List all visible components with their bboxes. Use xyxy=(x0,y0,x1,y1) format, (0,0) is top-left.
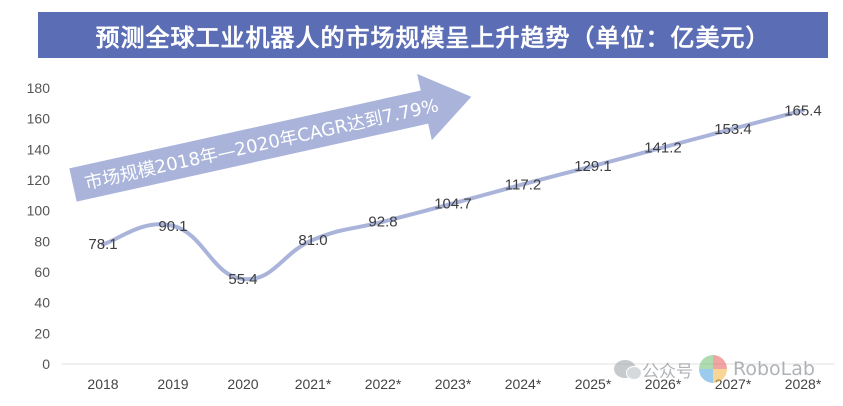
x-tick-label: 2024* xyxy=(505,376,542,392)
data-label: 92.8 xyxy=(368,214,397,231)
cagr-annotation: 市场规模2018年—2020年CAGR达到7.79% xyxy=(83,95,441,194)
data-point xyxy=(241,277,245,282)
robolab-logo-icon xyxy=(699,355,727,383)
y-tick-label: 100 xyxy=(27,203,51,219)
title-banner: 预测全球工业机器人的市场规模呈上升趋势（单位：亿美元） xyxy=(38,12,828,58)
data-point xyxy=(591,164,595,169)
y-tick-label: 40 xyxy=(34,295,50,311)
data-point xyxy=(801,108,805,113)
x-tick-label: 2022* xyxy=(365,376,402,392)
x-tick-label: 2018 xyxy=(87,376,118,392)
data-label: 141.2 xyxy=(644,139,682,156)
data-point xyxy=(661,145,665,150)
data-label: 129.1 xyxy=(574,158,612,175)
x-tick-label: 2019 xyxy=(157,376,188,392)
data-point xyxy=(311,237,315,242)
data-label: 78.1 xyxy=(88,236,117,253)
x-tick-label: 2026* xyxy=(645,376,682,392)
watermark: 公众号 RoboLab xyxy=(614,352,815,386)
x-tick-label: 2023* xyxy=(435,376,472,392)
chart-title: 预测全球工业机器人的市场规模呈上升趋势（单位：亿美元） xyxy=(95,23,771,52)
data-point xyxy=(171,223,175,228)
watermark-label: 公众号 xyxy=(642,361,693,382)
data-point xyxy=(381,219,385,224)
x-tick-label: 2027* xyxy=(715,376,752,392)
watermark-brand: RoboLab xyxy=(733,358,815,380)
data-label: 165.4 xyxy=(784,102,822,119)
y-tick-label: 20 xyxy=(34,325,50,341)
data-point xyxy=(451,201,455,206)
data-point xyxy=(521,182,525,187)
data-label: 55.4 xyxy=(228,271,257,288)
y-tick-label: 160 xyxy=(27,111,51,127)
data-label: 117.2 xyxy=(505,176,541,193)
cagr-arrow: 市场规模2018年—2020年CAGR达到7.79% xyxy=(69,73,472,202)
data-label: 90.1 xyxy=(158,218,187,235)
y-tick-label: 60 xyxy=(34,264,50,280)
y-tick-label: 120 xyxy=(27,172,51,188)
data-label: 81.0 xyxy=(298,232,327,249)
series-line xyxy=(101,108,805,282)
arrow-shape xyxy=(69,73,472,202)
y-tick-label: 0 xyxy=(42,356,50,372)
y-tick-label: 180 xyxy=(27,80,51,96)
x-tick-label: 2028* xyxy=(785,376,822,392)
data-point xyxy=(731,126,735,131)
wechat-icon xyxy=(614,360,642,380)
x-tick-label: 2025* xyxy=(575,376,612,392)
y-tick-label: 140 xyxy=(27,141,51,157)
x-tick-label: 2021* xyxy=(295,376,332,392)
data-point xyxy=(101,242,105,247)
data-label: 153.4 xyxy=(714,121,752,138)
y-tick-label: 80 xyxy=(34,233,50,249)
data-label: 104.7 xyxy=(434,195,472,212)
x-tick-label: 2020 xyxy=(227,376,258,392)
